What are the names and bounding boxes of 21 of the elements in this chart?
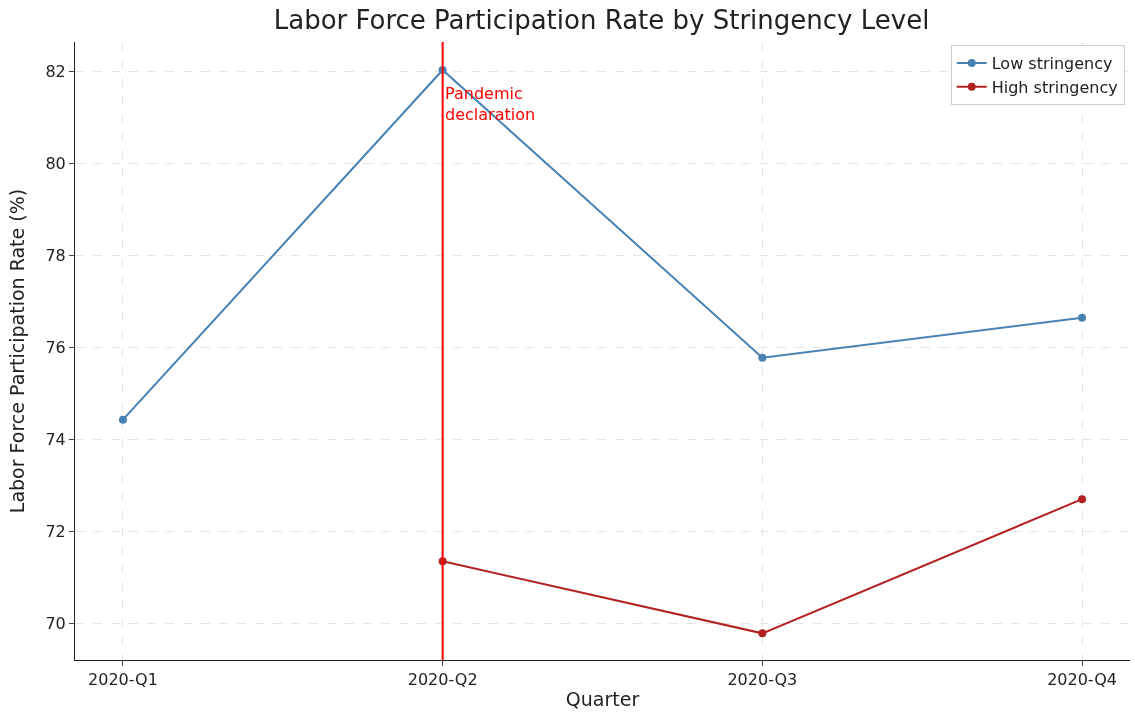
y-tick-label: 78 (45, 246, 66, 266)
x-tick-label: 2020-Q2 (407, 670, 478, 690)
point (118, 415, 127, 424)
legend-label: Low stringency (991, 54, 1113, 74)
point (1078, 313, 1087, 322)
y-tick-label: 74 (45, 430, 66, 450)
y-tick-label: 82 (45, 62, 66, 82)
y-tick-label: 80 (45, 154, 66, 174)
x-tick-label: 2020-Q4 (1047, 670, 1117, 690)
y-tick-label: 70 (45, 613, 66, 633)
point (1078, 495, 1087, 504)
y-axis-title: Labor Force Participation Rate (%) (6, 188, 29, 514)
chart-title: Labor Force Participation Rate by Stringency Level (273, 4, 930, 35)
x-axis-title: Quarter (565, 688, 640, 710)
y-tick-label: 72 (45, 521, 66, 541)
x-tick-label: 2020-Q3 (727, 670, 798, 690)
legend-label: High stringency (991, 78, 1118, 98)
x-tick-label: 2020-Q1 (88, 670, 158, 690)
y-tick-label: 76 (45, 338, 66, 358)
point (758, 353, 767, 362)
point (758, 629, 767, 638)
